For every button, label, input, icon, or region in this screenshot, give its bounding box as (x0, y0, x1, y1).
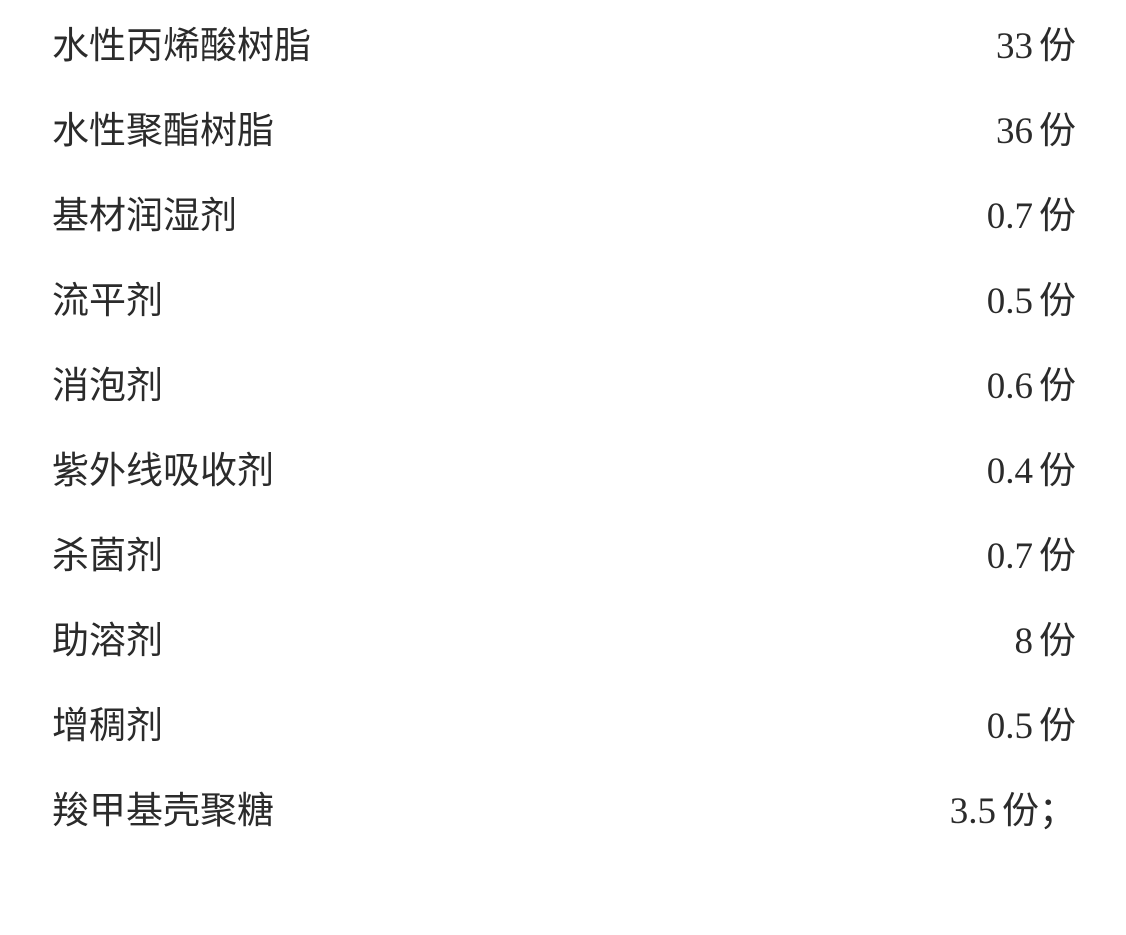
table-row: 水性丙烯酸树脂 33 份 (52, 28, 1076, 65)
ingredient-value: 0.5 (973, 283, 1033, 320)
ingredient-label: 增稠剂 (52, 708, 163, 745)
ingredient-value: 0.6 (973, 368, 1033, 405)
ingredient-label: 水性聚酯树脂 (52, 113, 274, 150)
ingredient-label: 紫外线吸收剂 (52, 453, 274, 490)
table-row: 紫外线吸收剂 0.4 份 (52, 453, 1076, 490)
table-row: 流平剂 0.5 份 (52, 283, 1076, 320)
ingredient-label: 消泡剂 (52, 368, 163, 405)
table-row: 消泡剂 0.6 份 (52, 368, 1076, 405)
ingredient-label: 流平剂 (52, 283, 163, 320)
ingredient-value: 36 (973, 113, 1033, 150)
ingredient-label: 羧甲基壳聚糖 (52, 793, 274, 830)
unit-label: 份 (1039, 198, 1076, 235)
unit-label: 份 (1039, 113, 1076, 150)
ingredient-value: 0.7 (973, 538, 1033, 575)
ingredient-value: 0.5 (973, 708, 1033, 745)
unit-label: 份 (1002, 793, 1039, 830)
unit-label: 份 (1039, 708, 1076, 745)
ingredient-list: 水性丙烯酸树脂 33 份 水性聚酯树脂 36 份 基材润湿剂 0.7 份 流平剂… (0, 0, 1126, 830)
unit-label: 份 (1039, 283, 1076, 320)
ingredient-value: 3.5 (936, 793, 996, 830)
ingredient-label: 助溶剂 (52, 623, 163, 660)
unit-label: 份 (1039, 538, 1076, 575)
table-row: 水性聚酯树脂 36 份 (52, 113, 1076, 150)
unit-label: 份 (1039, 368, 1076, 405)
ingredient-label: 水性丙烯酸树脂 (52, 28, 311, 65)
unit-label: 份 (1039, 623, 1076, 660)
ingredient-value: 0.4 (973, 453, 1033, 490)
table-row: 增稠剂 0.5 份 (52, 708, 1076, 745)
row-suffix: ； (1039, 793, 1076, 830)
ingredient-label: 杀菌剂 (52, 538, 163, 575)
table-row: 羧甲基壳聚糖 3.5 份 ； (52, 793, 1076, 830)
table-row: 助溶剂 8 份 (52, 623, 1076, 660)
ingredient-label: 基材润湿剂 (52, 198, 237, 235)
table-row: 基材润湿剂 0.7 份 (52, 198, 1076, 235)
unit-label: 份 (1039, 28, 1076, 65)
ingredient-value: 8 (973, 623, 1033, 660)
unit-label: 份 (1039, 453, 1076, 490)
ingredient-value: 33 (973, 28, 1033, 65)
ingredient-value: 0.7 (973, 198, 1033, 235)
table-row: 杀菌剂 0.7 份 (52, 538, 1076, 575)
